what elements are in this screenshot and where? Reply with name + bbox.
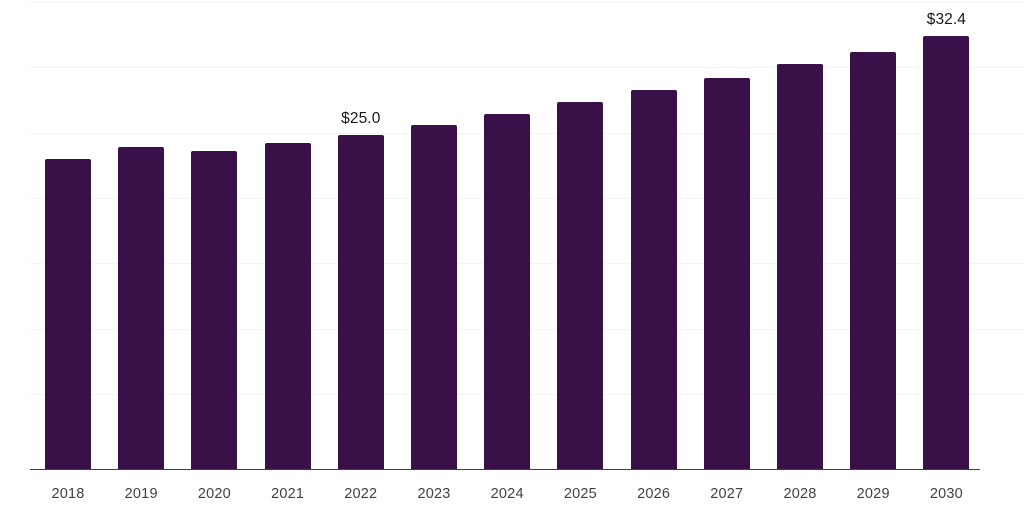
x-axis-tick-2028: 2028 [783, 486, 817, 502]
bar[interactable] [703, 77, 750, 470]
bar[interactable] [118, 147, 165, 470]
bar[interactable] [191, 151, 238, 470]
x-axis-tick-2022: 2022 [344, 486, 378, 502]
bar[interactable] [777, 64, 823, 470]
bar[interactable] [923, 36, 970, 470]
bar[interactable] [411, 124, 457, 470]
bar[interactable] [557, 101, 604, 470]
plot-area: $25.0 $32.4 [30, 0, 1024, 470]
bar[interactable] [630, 89, 677, 470]
x-axis-tick-2026: 2026 [637, 486, 671, 502]
bar[interactable] [45, 159, 91, 470]
bar[interactable] [850, 52, 897, 470]
bar[interactable] [484, 113, 531, 470]
bar[interactable] [264, 143, 311, 470]
x-axis-baseline [30, 469, 980, 471]
x-axis-tick-2025: 2025 [563, 486, 597, 502]
bar[interactable] [337, 135, 384, 470]
x-axis-tick-2027: 2027 [710, 486, 744, 502]
x-axis-tick-2018: 2018 [51, 486, 85, 502]
x-axis-tick-2021: 2021 [271, 486, 305, 502]
x-axis-tick-2019: 2019 [124, 486, 158, 502]
x-axis-tick-2029: 2029 [856, 486, 890, 502]
x-axis-tick-2030: 2030 [929, 486, 963, 502]
x-axis-tick-labels: 2018 2019 2020 2021 2022 2023 2024 2025 2026 2027… [30, 470, 1024, 512]
x-axis-tick-2024: 2024 [490, 486, 524, 502]
bar-value-label: $32.4 [926, 11, 967, 29]
bar-series: $25.0 $32.4 [30, 0, 1024, 470]
bar-value-label: $25.0 [341, 110, 381, 128]
x-axis-tick-2020: 2020 [197, 486, 231, 502]
x-axis-tick-2023: 2023 [417, 486, 451, 502]
